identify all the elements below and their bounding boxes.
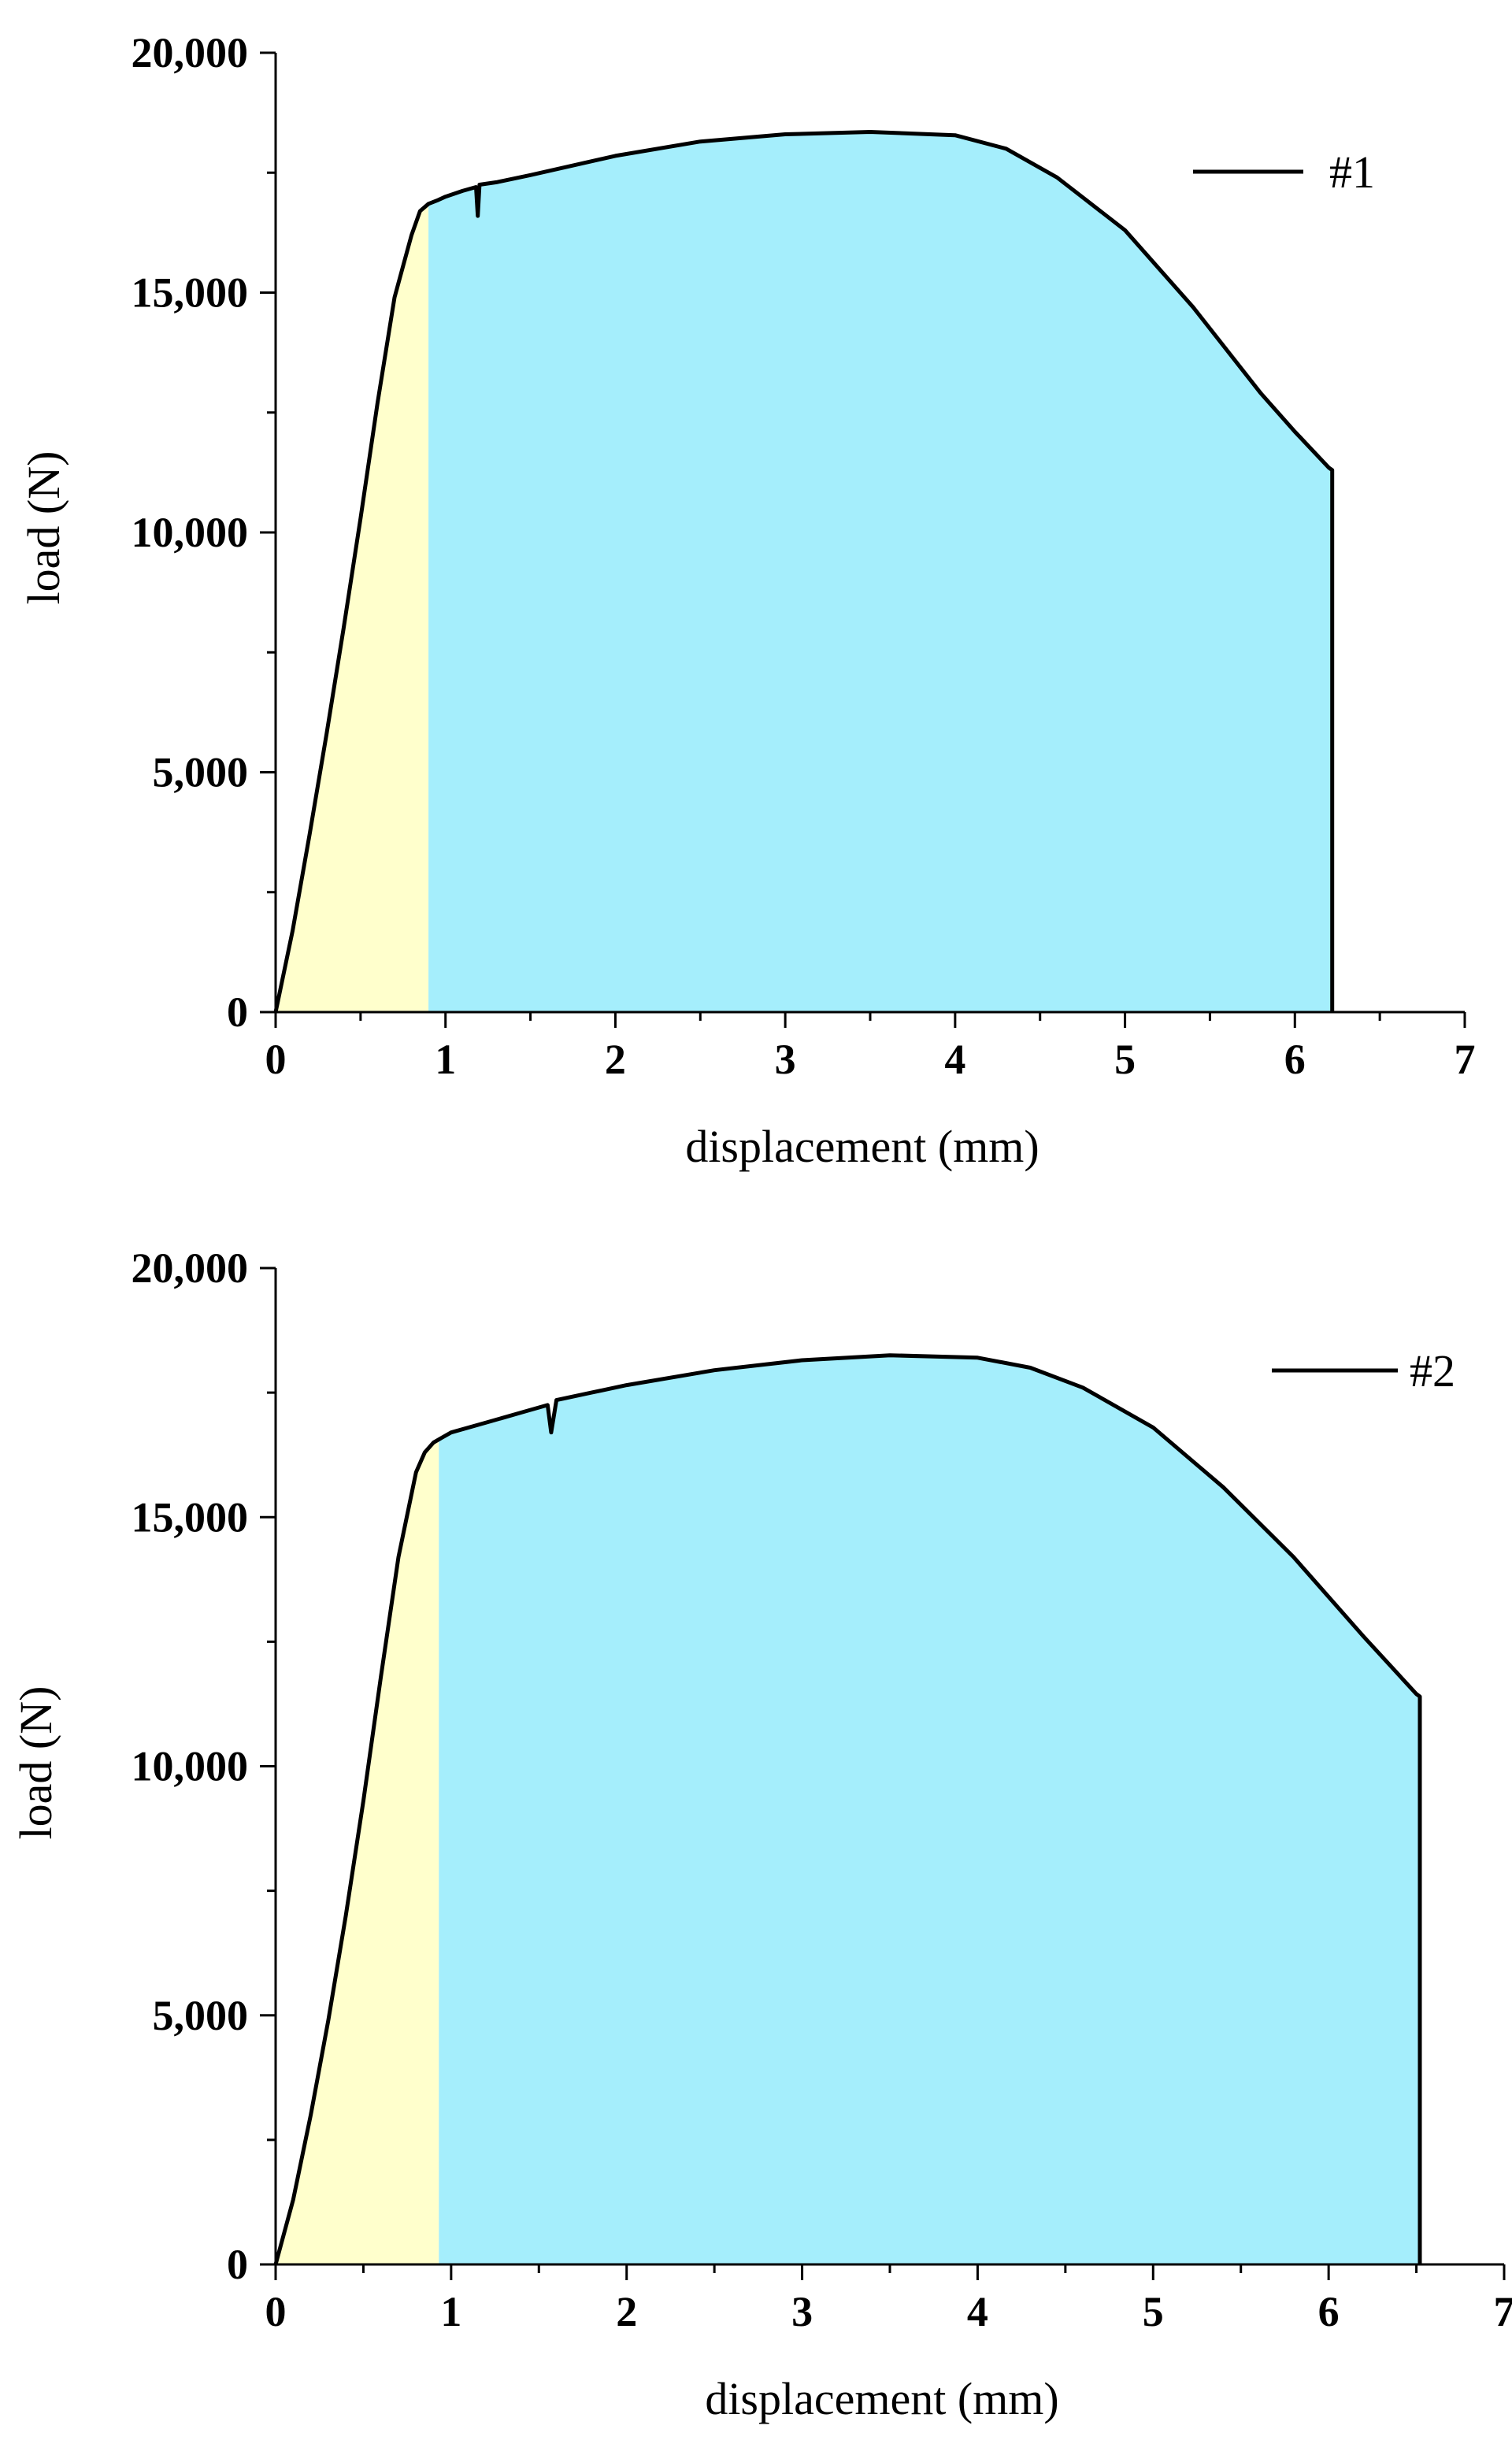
y-axis-title: load (N) <box>10 1686 61 1840</box>
x-tick-label: 6 <box>1284 1036 1306 1083</box>
chart-svg-1: 0 1 2 3 4 5 6 7 0 5,000 10,000 15,000 20,000 #1 load … <box>18 29 1476 1172</box>
x-tick-label: 2 <box>616 2288 637 2335</box>
x-tick-label: 5 <box>1114 1036 1136 1083</box>
x-tick-label: 3 <box>791 2288 813 2335</box>
legend-label: #2 <box>1410 1345 1455 1396</box>
x-tick-label: 1 <box>435 1036 456 1083</box>
x-tick-label: 7 <box>1455 1036 1476 1083</box>
x-tick-label: 5 <box>1143 2288 1164 2335</box>
series-line-2 <box>273 1353 1422 2265</box>
load-displacement-chart-1: 0 1 2 3 4 5 6 7 0 5,000 10,000 15,000 20,000 #1 load … <box>0 0 1512 1221</box>
x-tick-label: 1 <box>440 2288 461 2335</box>
y-tick-label: 5,000 <box>153 1992 249 2039</box>
x-tick-label: 4 <box>944 1036 965 1083</box>
y-axis-title: load (N) <box>18 451 69 605</box>
chart-svg-2: 0 1 2 3 4 5 6 7 0 5,000 10,000 15,000 20,000 #2 load … <box>10 1244 1512 2424</box>
x-tick-label: 2 <box>605 1036 626 1083</box>
x-axis-title: displacement (mm) <box>685 1121 1039 1172</box>
y-tick-label: 20,000 <box>132 1244 249 1292</box>
y-tick-label: 0 <box>227 988 248 1036</box>
legend-label: #1 <box>1329 146 1375 198</box>
x-tick-label: 0 <box>265 2288 287 2335</box>
plot-area: 0 1 2 3 4 5 6 7 0 5,000 10,000 15,000 20,000 #1 <box>132 29 1476 1083</box>
y-tick-label: 20,000 <box>132 29 249 76</box>
y-tick-label: 15,000 <box>132 269 249 317</box>
x-tick-label: 4 <box>967 2288 988 2335</box>
x-tick-label: 3 <box>775 1036 796 1083</box>
x-tick-label: 7 <box>1494 2288 1512 2335</box>
shaded-region-plastic <box>439 1355 1420 2264</box>
y-tick-label: 10,000 <box>132 1743 249 1790</box>
series-line-1 <box>273 130 1335 1013</box>
load-displacement-chart-2: 0 1 2 3 4 5 6 7 0 5,000 10,000 15,000 20,000 #2 load … <box>0 1221 1512 2444</box>
y-tick-label: 10,000 <box>132 509 249 556</box>
plot-area: 0 1 2 3 4 5 6 7 0 5,000 10,000 15,000 20,000 #2 <box>132 1244 1512 2335</box>
x-axis-title: displacement (mm) <box>705 2373 1058 2424</box>
y-tick-label: 5,000 <box>153 749 249 796</box>
x-tick-label: 0 <box>265 1036 287 1083</box>
y-tick-label: 0 <box>227 2241 248 2288</box>
shaded-region-plastic <box>428 132 1332 1012</box>
y-tick-label: 15,000 <box>132 1493 249 1541</box>
x-tick-label: 6 <box>1318 2288 1340 2335</box>
